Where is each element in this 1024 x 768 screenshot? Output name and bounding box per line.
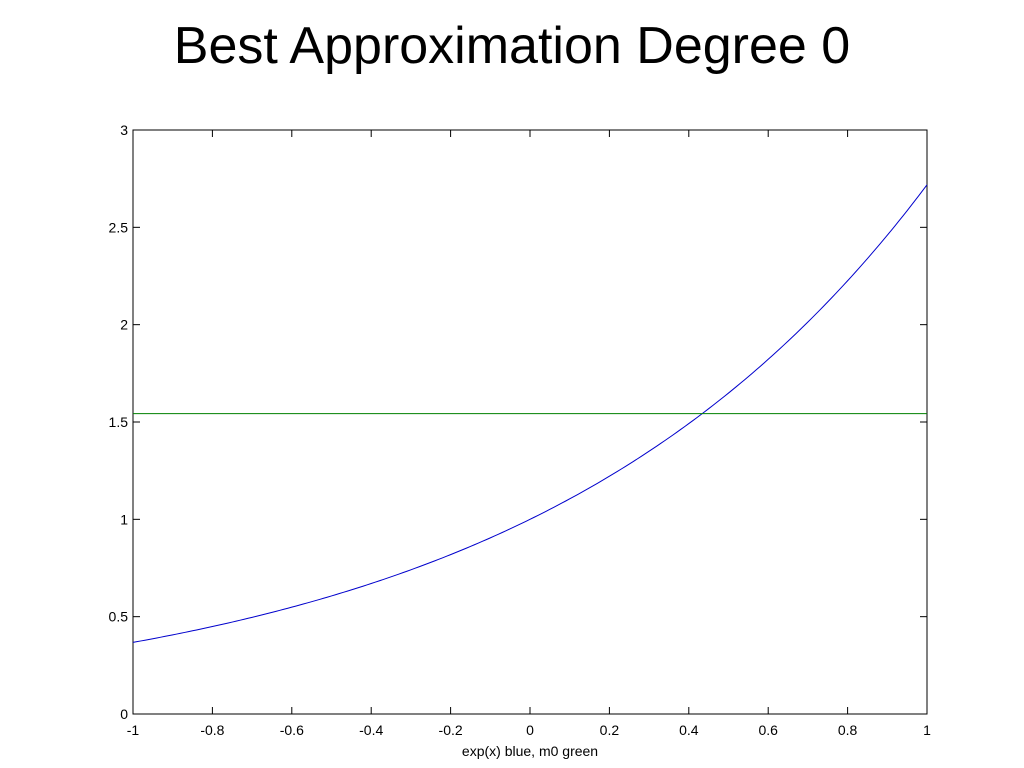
plot-frame [132, 129, 928, 715]
x-axis-label: exp(x) blue, m0 green [462, 743, 598, 759]
x-tick-label: -0.6 [280, 722, 304, 738]
y-tick-label: 3 [120, 122, 128, 138]
y-tick-label: 2.5 [109, 219, 129, 235]
y-tick-label: 1 [120, 511, 128, 527]
x-tick-label: -0.4 [359, 722, 383, 738]
y-tick-label: 0 [120, 706, 128, 722]
x-tick-label: 0 [526, 722, 534, 738]
x-tick-label: 0.6 [758, 722, 778, 738]
y-tick-label: 1.5 [109, 414, 129, 430]
x-tick-label: 1 [923, 722, 931, 738]
x-tick-label: -1 [127, 722, 140, 738]
slide-title: Best Approximation Degree 0 [173, 17, 851, 75]
x-tick-label: -0.8 [200, 722, 224, 738]
series-line-0 [132, 184, 928, 643]
x-tick-label: 0.2 [600, 722, 620, 738]
x-tick-label: 0.8 [838, 722, 858, 738]
y-tick-label: 2 [120, 317, 128, 333]
y-tick-label: 0.5 [109, 609, 129, 625]
x-tick-label: -0.2 [439, 722, 463, 738]
x-tick-label: 0.4 [679, 722, 699, 738]
